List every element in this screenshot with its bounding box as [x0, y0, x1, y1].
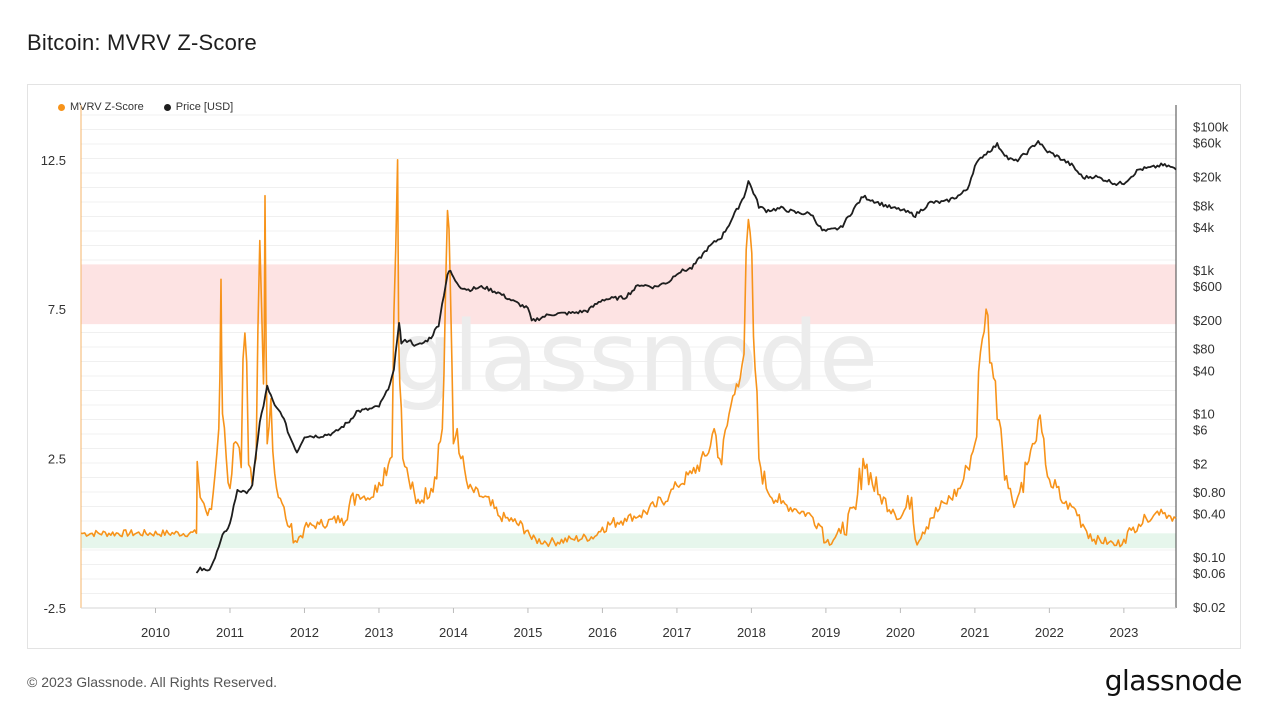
y-left-tick-label: 7.5 [48, 302, 66, 317]
x-tick-label: 2019 [811, 625, 840, 640]
chart-legend: MVRV Z-Score Price [USD] [58, 101, 233, 113]
x-tick-label: 2014 [439, 625, 468, 640]
series-line-price-usd [195, 140, 1177, 574]
x-tick-label: 2020 [886, 625, 915, 640]
y-left-tick-label: 2.5 [48, 452, 66, 467]
page-title: Bitcoin: MVRV Z-Score [27, 30, 257, 55]
y-right-tick-label: $100k [1193, 120, 1229, 135]
y-right-tick-label: $0.10 [1193, 550, 1226, 565]
y-right-tick-label: $40 [1193, 363, 1215, 378]
x-tick-label: 2017 [662, 625, 691, 640]
legend-item-price[interactable]: Price [USD] [163, 101, 234, 113]
y-right-tick-label: $1k [1193, 263, 1214, 278]
x-tick-label: 2012 [290, 625, 319, 640]
y-right-tick-label: $4k [1193, 220, 1214, 235]
y-right-tick-label: $10 [1193, 406, 1215, 421]
x-tick-label: 2013 [364, 625, 393, 640]
footer-copyright: © 2023 Glassnode. All Rights Reserved. [27, 674, 278, 690]
x-tick-label: 2022 [1035, 625, 1064, 640]
series-line-mvrv-z-score [80, 159, 1177, 548]
y-right-tick-label: $80 [1193, 342, 1215, 357]
y-right-tick-label: $0.40 [1193, 507, 1226, 522]
y-left-tick-label: 12.5 [41, 153, 66, 168]
axis-labels: 2010 2011 2012 2013 2014 2015 2016 2017 2018 2019… [41, 120, 1229, 640]
x-tick-label: 2010 [141, 625, 170, 640]
undervalued-zone [81, 533, 1176, 549]
y-right-tick-label: $2 [1193, 457, 1207, 472]
x-tick-label: 2023 [1109, 625, 1138, 640]
y-right-tick-label: $60k [1193, 136, 1222, 151]
series-lines [80, 140, 1177, 574]
x-tick-label: 2018 [737, 625, 766, 640]
watermark-text: glassnode [392, 301, 878, 413]
y-right-tick-label: $6 [1193, 422, 1207, 437]
y-left-tick-label: -2.5 [44, 601, 66, 616]
chart-frame [27, 84, 1241, 649]
y-right-tick-label: $0.02 [1193, 600, 1226, 615]
y-right-tick-label: $600 [1193, 279, 1222, 294]
brand-logo[interactable]: glassnode [1104, 664, 1243, 697]
y-right-tick-label: $8k [1193, 198, 1214, 213]
y-right-tick-label: $200 [1193, 313, 1222, 328]
x-tick-label: 2011 [216, 625, 244, 640]
legend-label-price: Price [USD] [175, 101, 234, 113]
y-right-tick-label: $20k [1193, 170, 1222, 185]
legend-label-mvrv: MVRV Z-Score [70, 101, 144, 113]
x-tick-label: 2021 [960, 625, 989, 640]
axes [80, 105, 1177, 613]
legend-item-mvrv[interactable]: MVRV Z-Score [58, 101, 144, 113]
legend-dot-icon [58, 103, 65, 111]
y-right-tick-label: $0.06 [1193, 566, 1226, 581]
y-right-tick-label: $0.80 [1193, 485, 1226, 500]
x-tick-label: 2016 [588, 625, 617, 640]
x-tick-label: 2015 [513, 625, 542, 640]
legend-dot-icon [163, 103, 171, 111]
